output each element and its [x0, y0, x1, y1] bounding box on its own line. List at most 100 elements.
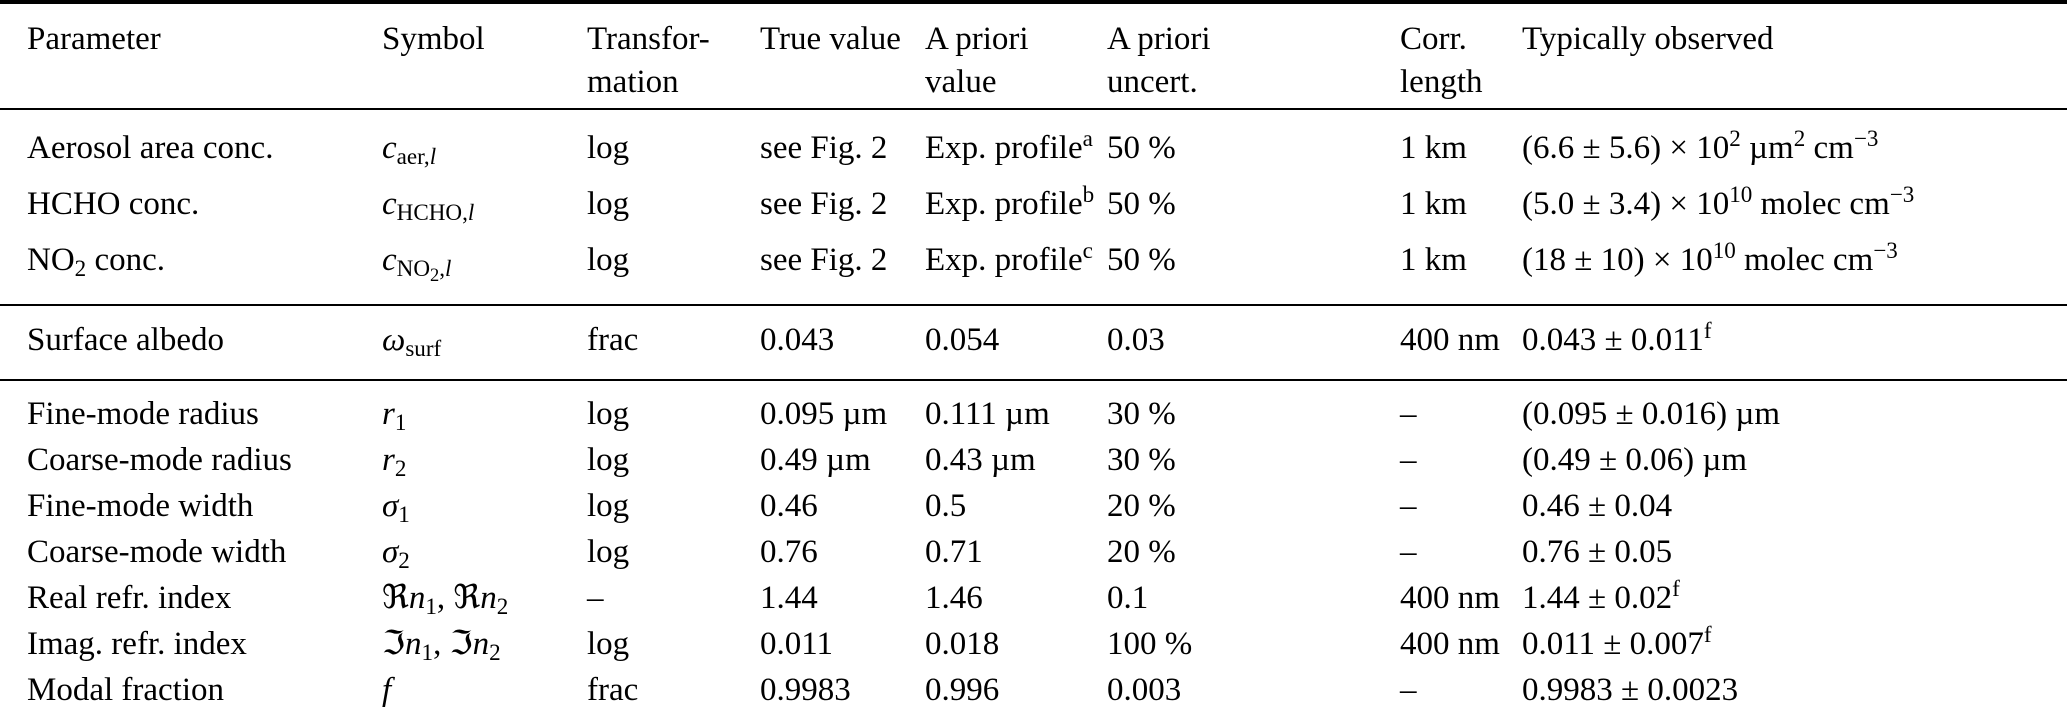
- cell-corr-length: 400 nm: [1400, 626, 1500, 662]
- cell-symbol: ℑn1, ℑn2: [382, 626, 501, 666]
- cell-parameter: NO2 conc.: [27, 242, 166, 282]
- cell-corr-length: –: [1400, 488, 1417, 524]
- cell-transformation: frac: [587, 322, 639, 358]
- cell-true-value: see Fig. 2: [760, 186, 888, 222]
- col-header-a-priori-uncert: A priori uncert.: [1107, 21, 1211, 100]
- cell-a-priori-uncert: 20 %: [1107, 534, 1176, 570]
- cell-typically-observed: 0.46 ± 0.04: [1522, 488, 1673, 524]
- cell-symbol: cHCHO,l: [382, 186, 475, 226]
- table-row-imag-refr-index: Imag. refr. index ℑn1, ℑn2 log 0.011 0.0…: [0, 621, 2067, 667]
- cell-a-priori-uncert: 50 %: [1107, 242, 1176, 278]
- cell-corr-length: –: [1400, 396, 1417, 432]
- table-row-coarse-mode-radius: Coarse-mode radius r2 log 0.49 µm 0.43 µ…: [0, 437, 2067, 483]
- cell-parameter: Fine-mode width: [27, 488, 254, 524]
- table-row-no2-conc: NO2 conc. cNO2,l log see Fig. 2 Exp. pro…: [0, 232, 2067, 305]
- table-row-surface-albedo: Surface albedo ωsurf frac 0.043 0.054 0.…: [0, 305, 2067, 380]
- row-group-concentrations: Aerosol area conc. caer,l log see Fig. 2…: [0, 109, 2067, 305]
- table-row-real-refr-index: Real refr. index ℜn1, ℜn2 – 1.44 1.46 0.…: [0, 575, 2067, 621]
- cell-true-value: 0.49 µm: [760, 442, 871, 478]
- table-header-row: Parameter Symbol Transfor-mation True va…: [0, 2, 2067, 109]
- table-row-aerosol-area-conc: Aerosol area conc. caer,l log see Fig. 2…: [0, 109, 2067, 176]
- cell-a-priori-uncert: 0.1: [1107, 580, 1149, 616]
- cell-parameter: HCHO conc.: [27, 186, 200, 222]
- cell-a-priori-value: 0.5: [925, 488, 967, 524]
- cell-symbol: caer,l: [382, 130, 437, 170]
- cell-symbol: f: [382, 672, 392, 708]
- col-header-typically-observed: Typically observed: [1522, 21, 1774, 57]
- cell-corr-length: –: [1400, 442, 1417, 478]
- cell-typically-observed: 0.043 ± 0.011f: [1522, 317, 1712, 358]
- cell-typically-observed: (0.49 ± 0.06) µm: [1522, 442, 1748, 478]
- cell-transformation: log: [587, 130, 630, 166]
- table-row-fine-mode-width: Fine-mode width σ1 log 0.46 0.5 20 % – 0…: [0, 483, 2067, 529]
- cell-a-priori-uncert: 0.03: [1107, 322, 1165, 358]
- cell-a-priori-uncert: 30 %: [1107, 396, 1176, 432]
- cell-a-priori-uncert: 0.003: [1107, 672, 1182, 708]
- row-group-surface: Surface albedo ωsurf frac 0.043 0.054 0.…: [0, 305, 2067, 380]
- cell-a-priori-uncert: 50 %: [1107, 130, 1176, 166]
- cell-corr-length: –: [1400, 672, 1417, 708]
- cell-true-value: 0.011: [760, 626, 834, 662]
- table-row-modal-fraction: Modal fraction f frac 0.9983 0.996 0.003…: [0, 667, 2067, 725]
- cell-transformation: log: [587, 186, 630, 222]
- cell-true-value: see Fig. 2: [760, 130, 888, 166]
- cell-parameter: Coarse-mode width: [27, 534, 287, 570]
- cell-parameter: Surface albedo: [27, 322, 224, 358]
- cell-symbol: σ2: [382, 534, 410, 574]
- cell-typically-observed: (0.095 ± 0.016) µm: [1522, 396, 1781, 432]
- cell-typically-observed: 0.76 ± 0.05: [1522, 534, 1673, 570]
- cell-a-priori-value: 0.018: [925, 626, 1000, 662]
- table-row-fine-mode-radius: Fine-mode radius r1 log 0.095 µm 0.111 µ…: [0, 380, 2067, 437]
- cell-symbol: ℜn1, ℜn2: [382, 580, 509, 620]
- cell-symbol: r2: [382, 442, 407, 482]
- table-row-coarse-mode-width: Coarse-mode width σ2 log 0.76 0.71 20 % …: [0, 529, 2067, 575]
- cell-a-priori-value: 1.46: [925, 580, 983, 616]
- cell-a-priori-uncert: 100 %: [1107, 626, 1193, 662]
- row-group-aerosol-microphysics: Fine-mode radius r1 log 0.095 µm 0.111 µ…: [0, 380, 2067, 725]
- cell-a-priori-uncert: 20 %: [1107, 488, 1176, 524]
- cell-symbol: r1: [382, 396, 407, 436]
- cell-a-priori-value: Exp. profilea: [925, 125, 1093, 166]
- cell-corr-length: 1 km: [1400, 130, 1467, 166]
- col-header-transformation: Transfor-mation: [587, 21, 710, 100]
- cell-parameter: Real refr. index: [27, 580, 232, 616]
- cell-typically-observed: 1.44 ± 0.02f: [1522, 575, 1680, 616]
- cell-true-value: 0.76: [760, 534, 818, 570]
- cell-symbol: σ1: [382, 488, 410, 528]
- cell-typically-observed: (18 ± 10) × 1010 molec cm−3: [1522, 237, 1898, 278]
- cell-true-value: 0.46: [760, 488, 818, 524]
- cell-symbol: ωsurf: [382, 322, 442, 362]
- cell-a-priori-value: 0.71: [925, 534, 983, 570]
- col-header-symbol: Symbol: [382, 21, 485, 57]
- cell-a-priori-uncert: 30 %: [1107, 442, 1176, 478]
- cell-true-value: 1.44: [760, 580, 818, 616]
- col-header-true-value: True value: [760, 21, 901, 57]
- col-header-parameter: Parameter: [27, 21, 161, 57]
- cell-symbol: cNO2,l: [382, 242, 452, 285]
- cell-parameter: Modal fraction: [27, 672, 225, 708]
- cell-true-value: 0.095 µm: [760, 396, 888, 432]
- cell-true-value: 0.9983: [760, 672, 851, 708]
- cell-a-priori-value: 0.43 µm: [925, 442, 1036, 478]
- cell-transformation: log: [587, 488, 630, 524]
- cell-transformation: log: [587, 534, 630, 570]
- cell-typically-observed: 0.011 ± 0.007f: [1522, 621, 1712, 662]
- col-header-a-priori-value: A priori value: [925, 21, 1029, 100]
- cell-parameter: Aerosol area conc.: [27, 130, 274, 166]
- table-row-hcho-conc: HCHO conc. cHCHO,l log see Fig. 2 Exp. p…: [0, 176, 2067, 232]
- cell-transformation: log: [587, 626, 630, 662]
- cell-corr-length: –: [1400, 534, 1417, 570]
- cell-transformation: –: [587, 580, 604, 616]
- cell-transformation: log: [587, 242, 630, 278]
- cell-transformation: log: [587, 396, 630, 432]
- cell-transformation: frac: [587, 672, 639, 708]
- cell-transformation: log: [587, 442, 630, 478]
- cell-parameter: Imag. refr. index: [27, 626, 247, 662]
- cell-corr-length: 1 km: [1400, 242, 1467, 278]
- cell-a-priori-value: 0.054: [925, 322, 1000, 358]
- cell-a-priori-value: Exp. profileb: [925, 181, 1095, 222]
- cell-corr-length: 400 nm: [1400, 580, 1500, 616]
- cell-corr-length: 400 nm: [1400, 322, 1500, 358]
- cell-typically-observed: 0.9983 ± 0.0023: [1522, 672, 1739, 708]
